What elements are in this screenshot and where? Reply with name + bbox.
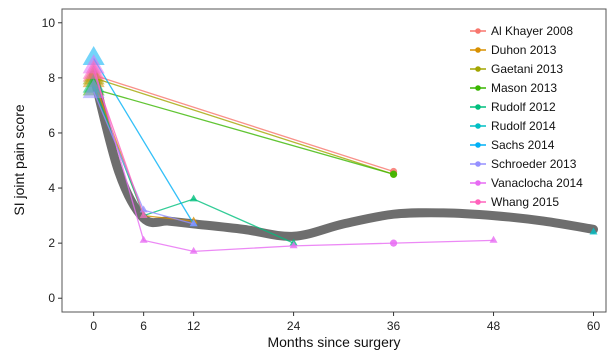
x-tick-label: 0	[90, 319, 97, 333]
data-point	[389, 170, 398, 178]
legend-label: Duhon 2013	[491, 43, 557, 57]
y-axis: 0 2 4 6 8 10	[42, 16, 62, 305]
x-tick-label: 36	[387, 319, 401, 333]
y-tick-label: 0	[48, 291, 55, 305]
y-tick-label: 6	[48, 126, 55, 140]
series-line	[93, 77, 394, 175]
legend-key-point	[475, 180, 481, 186]
plot-panel	[61, 8, 607, 313]
y-tick-label: 10	[42, 16, 56, 30]
legend-label: Rudolf 2014	[491, 119, 556, 133]
series-line	[93, 72, 145, 216]
legend-key-point	[475, 47, 481, 53]
legend-item: Vanaclocha 2014	[470, 176, 583, 190]
legend-key-point	[475, 161, 481, 167]
y-tick-label: 4	[48, 181, 55, 195]
legend-item: Duhon 2013	[470, 43, 557, 57]
legend-key-point	[475, 104, 481, 110]
data-point	[289, 241, 298, 249]
legend-label: Schroeder 2013	[491, 157, 577, 171]
data-point	[589, 227, 598, 235]
legend: Al Khayer 2008 Duhon 2013 Gaetani 2013 Maso…	[470, 24, 583, 209]
legend-item: Whang 2015	[470, 195, 559, 209]
series-line	[93, 88, 394, 175]
x-tick-label: 48	[487, 319, 501, 333]
legend-label: Mason 2013	[491, 81, 557, 95]
series-line	[93, 74, 394, 173]
y-tick-label: 2	[48, 236, 55, 250]
x-tick-label: 24	[287, 319, 301, 333]
data-point	[189, 219, 198, 227]
legend-key-point	[475, 142, 481, 148]
series-7	[82, 79, 198, 227]
x-axis-title: Months since surgery	[267, 334, 400, 350]
legend-label: Whang 2015	[491, 195, 559, 209]
legend-label: Al Khayer 2008	[491, 24, 573, 38]
x-tick-label: 12	[187, 319, 201, 333]
series-5	[589, 227, 598, 235]
legend-label: Vanaclocha 2014	[491, 176, 583, 190]
legend-item: Al Khayer 2008	[470, 24, 573, 38]
legend-label: Sachs 2014	[491, 138, 555, 152]
legend-key-point	[475, 85, 481, 91]
series-line	[93, 58, 195, 225]
data-point	[189, 246, 198, 254]
legend-label: Rudolf 2012	[491, 100, 556, 114]
x-tick-label: 6	[140, 319, 147, 333]
legend-key-point	[475, 66, 481, 72]
legend-item: Rudolf 2014	[470, 119, 556, 133]
legend-label: Gaetani 2013	[491, 62, 563, 76]
legend-item: Mason 2013	[470, 81, 557, 95]
data-point	[389, 239, 398, 247]
series-9	[82, 59, 148, 218]
x-axis: 0 6 12 24 36 48 60	[90, 312, 600, 333]
legend-key-point	[475, 28, 481, 34]
legend-item: Gaetani 2013	[470, 62, 563, 76]
legend-item: Sachs 2014	[470, 138, 555, 152]
x-tick-label: 60	[587, 319, 601, 333]
data-point	[489, 235, 498, 243]
data-point	[139, 235, 148, 243]
series-line	[93, 66, 494, 253]
legend-key-point	[475, 123, 481, 129]
data-point	[82, 79, 105, 99]
y-tick-label: 8	[48, 71, 55, 85]
y-axis-title: SI joint pain score	[11, 104, 27, 215]
data-point	[139, 211, 148, 218]
legend-item: Rudolf 2012	[470, 100, 556, 114]
legend-key-point	[475, 199, 481, 205]
legend-item: Schroeder 2013	[470, 157, 577, 171]
data-point	[82, 59, 105, 79]
data-point	[189, 194, 198, 202]
series-layer	[82, 46, 598, 254]
